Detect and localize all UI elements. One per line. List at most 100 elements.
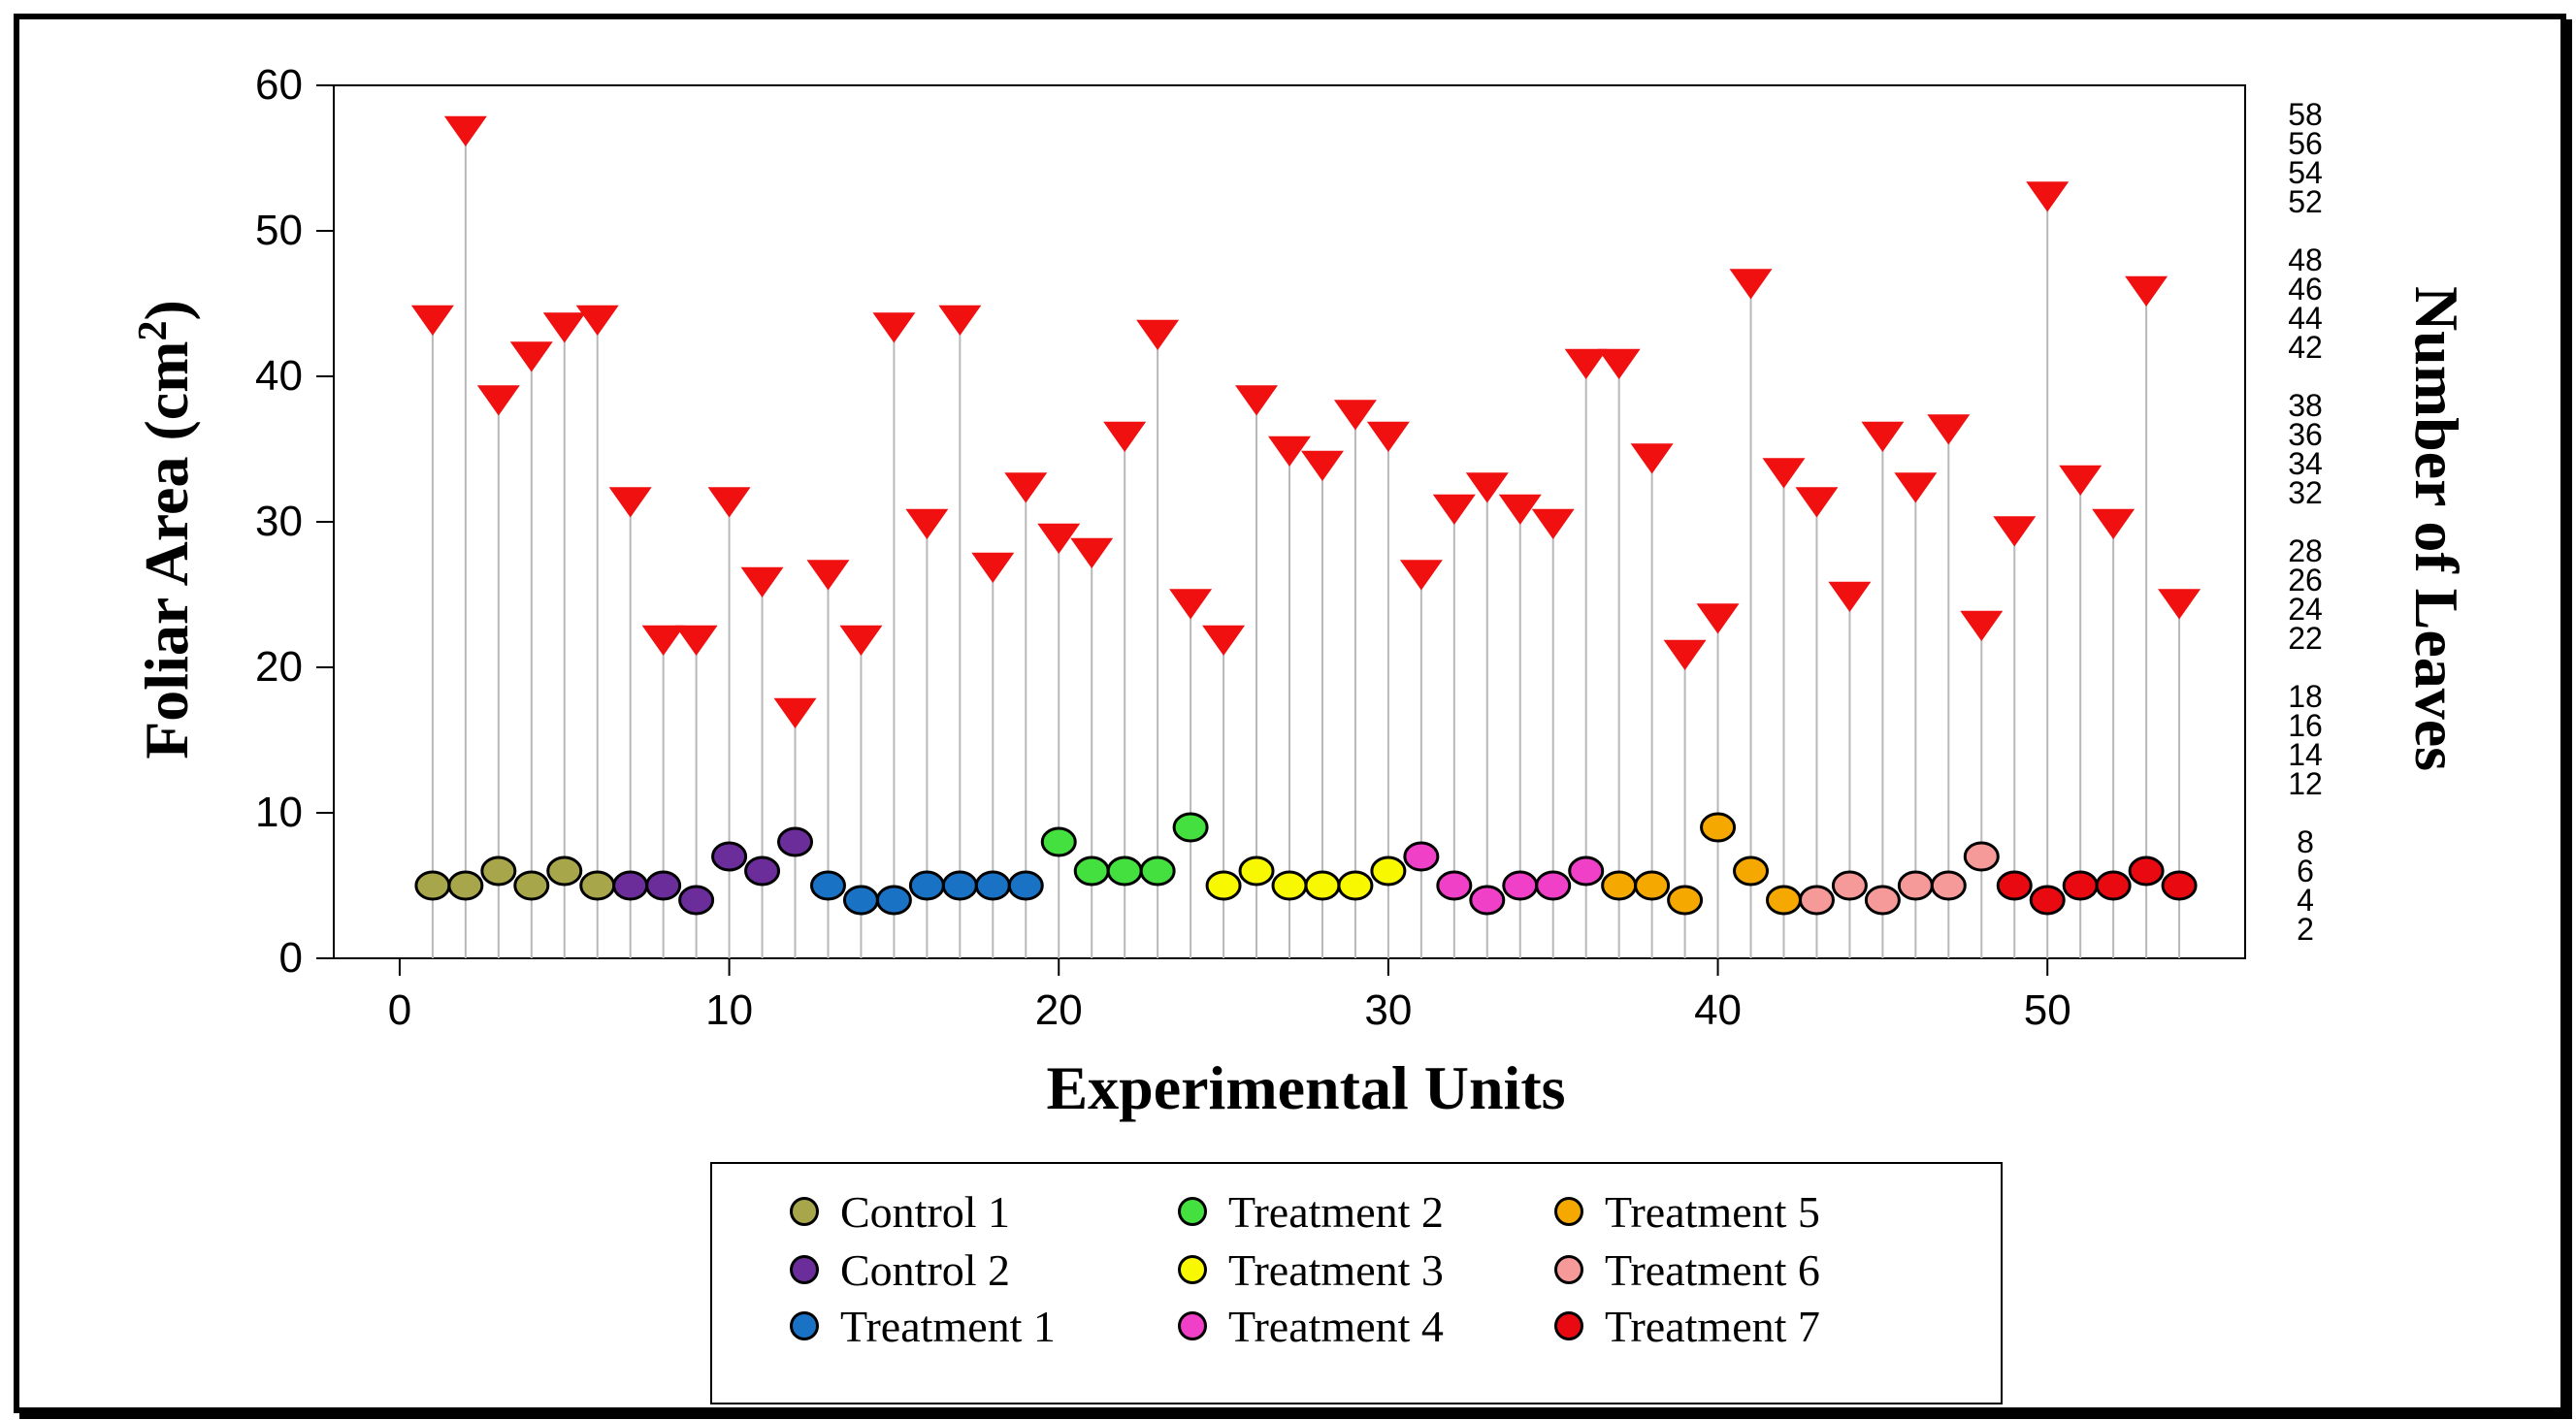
legend-item: Treatment 6: [1554, 1245, 1820, 1295]
leaves-marker: [1432, 494, 1476, 525]
leaves-marker: [608, 487, 652, 518]
foliar-area-point: [1304, 870, 1341, 901]
foliar-area-point: [1930, 870, 1967, 901]
y-tick-label: 30: [255, 498, 303, 545]
leaves-marker: [509, 341, 553, 372]
leaves-marker: [1531, 508, 1575, 539]
foliar-area-point: [1172, 812, 1209, 843]
y2-tick-label: 34: [2288, 446, 2323, 481]
foliar-area-point: [1007, 870, 1044, 901]
leaves-marker: [740, 566, 784, 597]
foliar-area-point: [1073, 855, 1110, 887]
y-tick-label: 20: [255, 643, 303, 691]
foliar-area-point: [974, 870, 1011, 901]
legend-label: Treatment 7: [1605, 1301, 1820, 1351]
leaves-marker: [1399, 560, 1443, 591]
foliar-area-point: [1700, 812, 1737, 843]
legend-swatch: [1554, 1311, 1583, 1340]
leaves-marker: [1960, 610, 2004, 641]
foliar-area-point: [1831, 870, 1868, 901]
x-tick-label: 40: [1694, 986, 1742, 1034]
y2-tick-label: 56: [2288, 126, 2323, 161]
foliar-area-point: [2161, 870, 2198, 901]
legend-item: Treatment 1: [790, 1302, 1056, 1351]
foliar-area-point: [1436, 870, 1473, 901]
leaves-marker: [2092, 508, 2136, 539]
y-tick-label: 50: [255, 207, 303, 254]
foliar-area-point: [1337, 870, 1374, 901]
leaves-marker: [1795, 487, 1839, 518]
legend-item: Treatment 5: [1554, 1186, 1820, 1237]
y-axis-label: Foliar Area (cm2): [131, 300, 201, 759]
leaves-marker: [1894, 472, 1938, 503]
foliar-area-point: [1765, 885, 1802, 916]
y2-tick-label: 52: [2288, 184, 2323, 219]
foliar-area-point: [447, 870, 484, 901]
legend-item: Treatment 4: [1178, 1302, 1444, 1351]
leaves-marker: [1268, 436, 1311, 467]
y2-tick-label: 48: [2288, 242, 2323, 277]
leaves-marker: [1136, 319, 1180, 350]
legend-label: Treatment 5: [1605, 1186, 1820, 1237]
leaves-marker: [1564, 348, 1608, 379]
foliar-area-point: [2128, 855, 2165, 887]
y-tick-label: 40: [255, 352, 303, 400]
leaves-marker: [1762, 458, 1806, 489]
x-tick-label: 0: [388, 986, 411, 1034]
leaves-marker: [2125, 275, 2168, 307]
foliar-area-point: [1271, 870, 1308, 901]
leaves-marker: [1103, 421, 1147, 452]
y2-tick-label: 4: [2297, 883, 2314, 918]
foliar-area-point: [579, 870, 616, 901]
y2-tick-label: 8: [2297, 824, 2314, 859]
leaves-marker: [905, 508, 949, 539]
foliar-area-point: [414, 870, 451, 901]
y-tick-label: 0: [279, 934, 303, 982]
leaves-marker: [1169, 589, 1213, 620]
leaves-marker: [1202, 625, 1246, 656]
foliar-area-point: [842, 885, 879, 916]
y2-tick-label: 42: [2288, 330, 2323, 365]
leaves-marker: [1300, 450, 1344, 481]
leaves-marker: [443, 115, 487, 146]
legend-item: Control 1: [790, 1187, 1010, 1237]
leaves-marker: [476, 385, 520, 416]
leaves-marker: [971, 552, 1015, 583]
y2-tick-label: 46: [2288, 272, 2323, 307]
y2-axis-label: Number of Leaves: [2402, 286, 2471, 771]
y2-tick-label: 44: [2288, 301, 2323, 336]
foliar-area-point: [1568, 855, 1605, 887]
x-axis-label: Experimental Units: [1046, 1053, 1565, 1122]
leaves-marker: [1333, 400, 1377, 431]
leaves-marker: [1235, 385, 1279, 416]
leaves-marker: [839, 625, 883, 656]
leaves-marker: [1070, 537, 1114, 568]
foliar-area-point: [1897, 870, 1934, 901]
foliar-area-point: [2029, 885, 2066, 916]
foliar-area-point: [941, 870, 978, 901]
foliar-area-point: [645, 870, 682, 901]
leaves-marker: [1004, 472, 1048, 503]
leaves-marker: [1993, 516, 2037, 547]
leaves-marker: [1861, 421, 1905, 452]
legend-item: Treatment 2: [1178, 1187, 1444, 1237]
x-tick-label: 10: [705, 986, 753, 1034]
leaves-marker: [773, 697, 817, 728]
y2-tick-label: 28: [2288, 533, 2323, 568]
foliar-area-point: [809, 870, 846, 901]
foliar-area-point: [1469, 885, 1506, 916]
y2-tick-label: 2: [2297, 912, 2314, 947]
foliar-area-point: [1370, 855, 1407, 887]
legend-label: Treatment 3: [1228, 1244, 1444, 1295]
foliar-area-point: [546, 855, 583, 887]
foliar-area-point: [2095, 870, 2132, 901]
legend-swatch: [1554, 1197, 1583, 1226]
x-tick-label: 20: [1035, 986, 1083, 1034]
y2-tick-label: 58: [2288, 97, 2323, 132]
legend-swatch: [790, 1197, 819, 1226]
leaves-marker: [872, 312, 916, 343]
foliar-area-point: [711, 841, 748, 872]
legend-swatch: [790, 1311, 819, 1340]
legend-swatch: [1178, 1197, 1207, 1226]
